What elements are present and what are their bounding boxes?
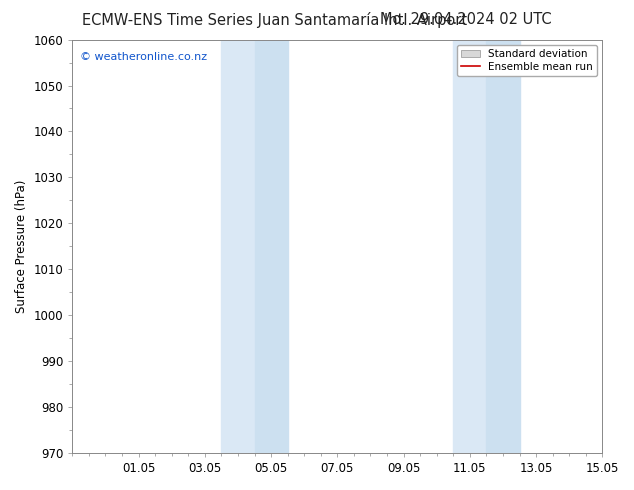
Bar [486,40,519,453]
Y-axis label: Surface Pressure (hPa): Surface Pressure (hPa) [15,180,28,313]
Text: © weatheronline.co.nz: © weatheronline.co.nz [81,52,207,62]
Text: ECMW-ENS Time Series Juan Santamaría Intl. Airport: ECMW-ENS Time Series Juan Santamaría Int… [82,12,467,28]
Bar [221,40,254,453]
Bar [453,40,486,453]
Bar [254,40,288,453]
Legend: Standard deviation, Ensemble mean run: Standard deviation, Ensemble mean run [457,45,597,76]
Text: Mo. 29.04.2024 02 UTC: Mo. 29.04.2024 02 UTC [380,12,552,27]
